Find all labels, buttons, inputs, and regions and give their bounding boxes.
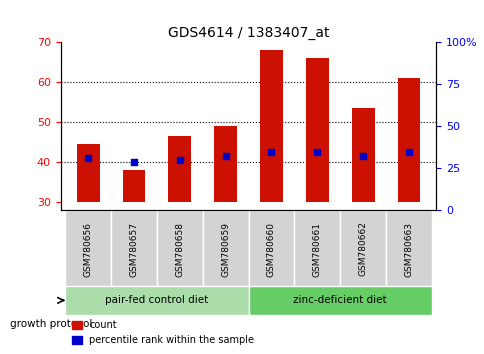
Point [313,149,320,155]
FancyBboxPatch shape [156,210,202,286]
Text: GSM780657: GSM780657 [129,222,138,276]
Text: GSM780656: GSM780656 [83,222,92,276]
FancyBboxPatch shape [65,210,111,286]
FancyBboxPatch shape [202,210,248,286]
Bar [351,108,374,202]
FancyBboxPatch shape [111,210,156,286]
FancyBboxPatch shape [65,286,248,315]
Point [130,159,137,165]
Point [84,155,92,161]
Text: GSM780658: GSM780658 [175,222,184,276]
Bar [214,126,237,202]
Bar [259,51,282,202]
FancyBboxPatch shape [340,210,385,286]
Text: GSM780663: GSM780663 [404,222,413,276]
Bar [305,58,328,202]
Text: pair-fed control diet: pair-fed control diet [105,295,208,306]
Bar [397,79,420,202]
Bar [76,144,99,202]
Legend: count, percentile rank within the sample: count, percentile rank within the sample [68,316,257,349]
Title: GDS4614 / 1383407_at: GDS4614 / 1383407_at [167,26,329,40]
Text: GSM780662: GSM780662 [358,222,367,276]
FancyBboxPatch shape [248,210,294,286]
Point [176,158,183,163]
Bar [122,170,145,202]
FancyBboxPatch shape [385,210,431,286]
Point [221,154,229,159]
Point [267,149,275,155]
Text: GSM780660: GSM780660 [266,222,275,276]
Text: GSM780659: GSM780659 [221,222,230,276]
Text: GSM780661: GSM780661 [312,222,321,276]
Text: zinc-deficient diet: zinc-deficient diet [293,295,386,306]
FancyBboxPatch shape [248,286,431,315]
Point [359,154,366,159]
Point [404,149,412,155]
Bar [168,136,191,202]
Text: growth protocol: growth protocol [10,319,92,329]
FancyBboxPatch shape [294,210,340,286]
